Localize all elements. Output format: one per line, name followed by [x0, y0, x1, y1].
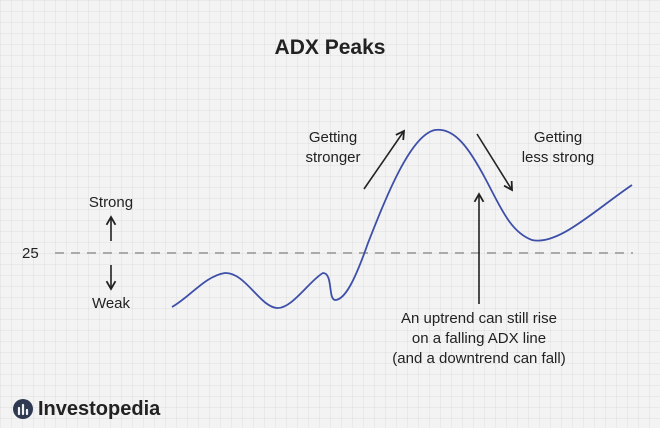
arrow-up-right-icon [363, 129, 406, 190]
brand-name: Investopedia [38, 397, 161, 420]
level-25-label: 25 [22, 245, 39, 262]
adx-curve [171, 129, 633, 309]
investopedia-logo: Investopedia [12, 397, 160, 421]
uptrend-note: An uptrend can still rise on a falling A… [392, 310, 566, 367]
investopedia-logo-icon [13, 399, 33, 419]
page-title: ADX Peaks [274, 36, 386, 59]
getting-stronger-label: Getting stronger [305, 129, 361, 166]
weak-label: Weak [91, 295, 131, 312]
strong-label: Strong [88, 194, 134, 211]
arrow-down-right-icon [476, 133, 513, 192]
getting-less-strong-label: Getting less strong [521, 129, 595, 166]
